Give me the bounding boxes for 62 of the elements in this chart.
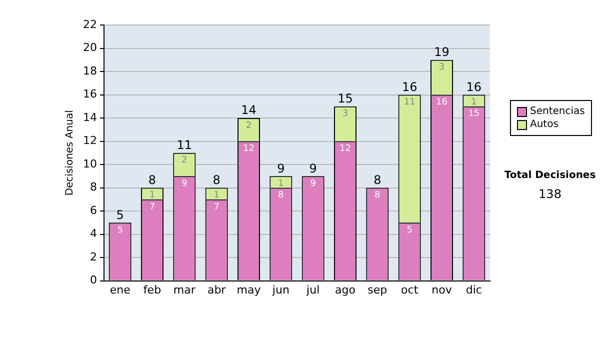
x-tick-label: jun — [271, 283, 290, 296]
data-label: 1 — [471, 98, 477, 108]
data-label: 3 — [342, 109, 348, 120]
y-tick-label: 4 — [90, 227, 97, 240]
total-label: 8 — [148, 172, 156, 187]
y-axis-title: Decisiones Anual — [64, 110, 76, 196]
total-label: 15 — [338, 92, 353, 106]
legend-label: Sentencias — [530, 105, 585, 118]
x-tick-label: mar — [173, 283, 196, 296]
x-tick-label: may — [236, 283, 262, 296]
total-label: 8 — [212, 172, 220, 187]
y-tick-label: 10 — [82, 157, 97, 170]
data-label: 9 — [310, 179, 316, 189]
total-label: 14 — [241, 103, 256, 118]
text: 138 — [538, 187, 562, 201]
data-label: 1 — [214, 190, 220, 201]
total-label: 16 — [402, 80, 418, 94]
x-tick-label: nov — [432, 283, 452, 296]
text: Total Decisiones — [503, 170, 597, 181]
total-label: 16 — [466, 80, 482, 94]
y-tick-label: 14 — [82, 110, 97, 124]
y-tick-label: 18 — [82, 64, 97, 78]
y-tick-label: 0 — [90, 274, 97, 287]
data-label: 3 — [438, 62, 445, 73]
x-tick-label: dic — [466, 283, 482, 296]
x-tick-label: sep — [368, 283, 388, 296]
legend-label: Autos — [530, 118, 558, 131]
x-tick-label: abr — [207, 283, 226, 296]
y-tick-label: 12 — [82, 134, 97, 148]
data-label: 1 — [149, 190, 156, 201]
data-label: 1 — [278, 179, 284, 189]
data-label: 9 — [182, 179, 188, 189]
x-tick-label: feb — [143, 283, 162, 296]
data-label: 2 — [246, 120, 252, 131]
data-label: 5 — [406, 226, 412, 236]
total-label: 8 — [374, 172, 382, 187]
data-label: 7 — [214, 202, 220, 212]
data-label: 15 — [468, 109, 480, 120]
data-label: 8 — [278, 190, 284, 201]
x-tick-label: ago — [335, 283, 356, 296]
total-label: 19 — [434, 45, 450, 60]
data-label: 12 — [243, 144, 254, 154]
data-label: 12 — [340, 144, 351, 154]
total-label: 9 — [277, 161, 285, 176]
y-tick-label: 8 — [90, 180, 97, 194]
data-label: 7 — [149, 202, 156, 212]
y-tick-label: 16 — [82, 88, 97, 101]
y-tick-label: 22 — [82, 18, 97, 31]
x-tick-label: ene — [110, 283, 131, 296]
x-tick-label: oct — [401, 283, 419, 296]
data-label: 11 — [404, 98, 416, 108]
total-label: 11 — [176, 138, 192, 152]
data-label: 5 — [117, 226, 123, 236]
data-label: 16 — [436, 98, 448, 108]
y-tick-label: 2 — [90, 250, 97, 264]
x-tick-label: jul — [306, 283, 320, 296]
total-label: 9 — [309, 161, 317, 176]
data-label: 2 — [182, 156, 188, 166]
y-tick-label: 6 — [90, 204, 97, 217]
total-label: 5 — [116, 208, 124, 222]
y-tick-label: 20 — [82, 41, 97, 54]
data-label: 8 — [374, 190, 381, 201]
